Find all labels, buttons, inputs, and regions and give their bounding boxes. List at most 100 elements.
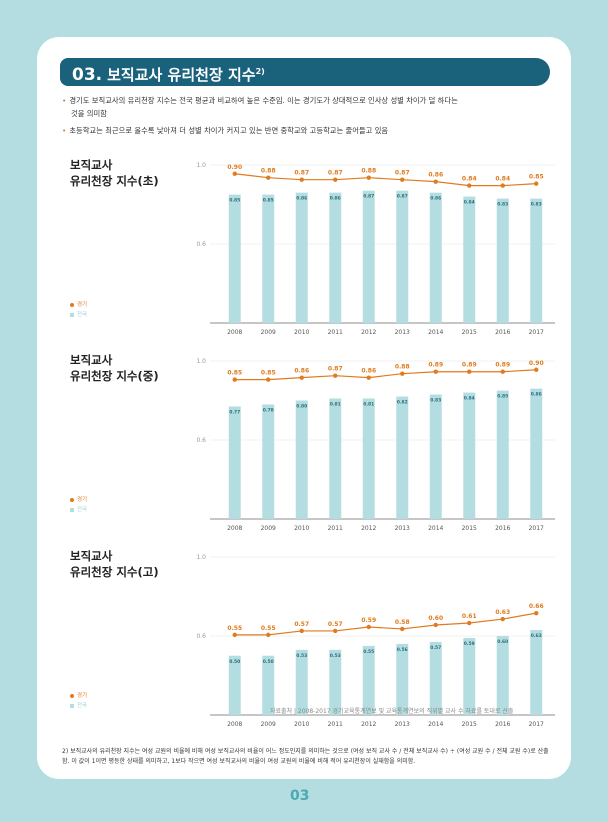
bar-national [463, 392, 476, 519]
bar-national [295, 649, 308, 715]
bullet-2-text: 초등학교는 최근으로 올수록 낮아져 더 성별 차이가 커지고 있는 반면 중학… [69, 126, 389, 135]
x-tick-label: 2008 [227, 721, 242, 728]
point-gyeonggi [333, 177, 338, 182]
point-label: 0.88 [361, 168, 376, 175]
x-tick-label: 2010 [294, 525, 309, 532]
point-label: 0.87 [328, 366, 343, 373]
point-gyeonggi [333, 373, 338, 378]
bar-label: 0.87 [363, 194, 374, 200]
x-tick-label: 2017 [529, 525, 544, 532]
legend-dot-icon [70, 694, 74, 698]
y-tick-label: 1.0 [196, 554, 206, 561]
point-label: 0.87 [328, 170, 343, 177]
bar-label: 0.81 [363, 402, 374, 408]
bar-national [262, 194, 275, 323]
x-tick-label: 2015 [462, 329, 477, 336]
line-gyeonggi [234, 173, 537, 187]
legend-gyeonggi: 경기 [77, 693, 88, 699]
point-label: 0.86 [361, 368, 376, 375]
point-gyeonggi [500, 616, 505, 622]
point-label: 0.85 [529, 174, 544, 181]
legend-dot-icon [70, 498, 74, 502]
point-label: 0.57 [294, 621, 309, 628]
point-gyeonggi [266, 377, 271, 382]
bar-national [530, 388, 543, 519]
bar-label: 0.81 [330, 402, 341, 408]
legend-dot-icon [70, 303, 74, 307]
point-label: 0.85 [227, 370, 242, 377]
y-tick-label: 0.6 [196, 241, 206, 248]
bar-national [530, 198, 543, 323]
point-label: 0.85 [261, 370, 276, 377]
bar-national [396, 396, 409, 519]
point-label: 0.61 [462, 613, 477, 620]
point-gyeonggi [299, 628, 304, 634]
point-label: 0.88 [261, 168, 276, 175]
chart-3-plot: 1.0 0.6 0.50 0.50 0.53 0.53 0.55 0.56 0.57 0.59 0.… [196, 554, 555, 728]
bar-label: 0.84 [464, 396, 475, 402]
point-label: 0.87 [294, 170, 309, 177]
x-tick-label: 2009 [261, 329, 276, 336]
point-label: 0.87 [395, 170, 410, 177]
y-tick-label: 1.0 [196, 358, 206, 365]
section-title-text: 보직교사 유리천장 지수 [107, 66, 256, 84]
point-gyeonggi [232, 632, 237, 638]
chart-1-title-line2: 유리천장 지수(초) [70, 174, 159, 188]
x-tick-label: 2014 [428, 329, 443, 336]
bar-national [530, 630, 543, 715]
x-tick-label: 2011 [328, 721, 343, 728]
x-tick-label: 2008 [227, 525, 242, 532]
chart-2-legend: 경기 전국 [70, 495, 87, 515]
bar-national [362, 398, 375, 519]
bar-national [362, 190, 375, 323]
chart-1-title: 보직교사 유리천장 지수(초) [70, 157, 159, 189]
x-tick-label: 2016 [495, 329, 510, 336]
bar-national [362, 645, 375, 715]
bar-label: 0.80 [296, 404, 307, 410]
legend-gyeonggi: 경기 [77, 302, 88, 308]
x-tick-label: 2016 [495, 721, 510, 728]
point-label: 0.66 [529, 603, 544, 610]
chart-3-title-line2: 유리천장 지수(고) [70, 565, 159, 579]
point-gyeonggi [467, 183, 472, 188]
x-tick-label: 2013 [395, 329, 410, 336]
bar-national [295, 192, 308, 323]
y-tick-label: 0.6 [196, 437, 206, 444]
legend-gyeonggi: 경기 [77, 497, 88, 503]
point-gyeonggi [299, 375, 304, 380]
point-gyeonggi [299, 177, 304, 182]
y-tick-label: 0.6 [196, 633, 206, 640]
legend-national: 전국 [77, 703, 88, 709]
x-tick-label: 2009 [261, 525, 276, 532]
point-label: 0.90 [529, 360, 544, 367]
bar-national [496, 198, 509, 323]
point-label: 0.90 [227, 164, 242, 171]
bar-national [262, 655, 275, 715]
point-gyeonggi [534, 610, 539, 616]
legend-square-icon [70, 704, 74, 708]
section-title: 03. 보직교사 유리천장 지수2) [72, 61, 265, 86]
bar-national [429, 394, 442, 519]
point-label: 0.55 [261, 625, 276, 632]
line-gyeonggi [234, 612, 537, 636]
bar-label: 0.63 [531, 633, 542, 639]
bar-label: 0.55 [363, 649, 374, 655]
y-tick-label: 1.0 [196, 162, 206, 169]
chart-3-legend: 경기 전국 [70, 691, 87, 711]
point-gyeonggi [366, 624, 371, 630]
bar-label: 0.86 [430, 196, 441, 202]
legend-square-icon [70, 508, 74, 512]
x-tick-label: 2011 [328, 525, 343, 532]
x-tick-label: 2013 [395, 721, 410, 728]
point-label: 0.84 [462, 176, 477, 183]
x-tick-label: 2011 [328, 329, 343, 336]
legend-national: 전국 [77, 312, 88, 318]
point-gyeonggi [534, 367, 539, 372]
bar-national [429, 192, 442, 323]
point-label: 0.86 [428, 172, 443, 179]
point-label: 0.89 [495, 362, 510, 369]
bar-label: 0.86 [531, 392, 542, 398]
point-gyeonggi [266, 175, 271, 180]
point-gyeonggi [467, 369, 472, 374]
point-label: 0.60 [428, 615, 443, 622]
